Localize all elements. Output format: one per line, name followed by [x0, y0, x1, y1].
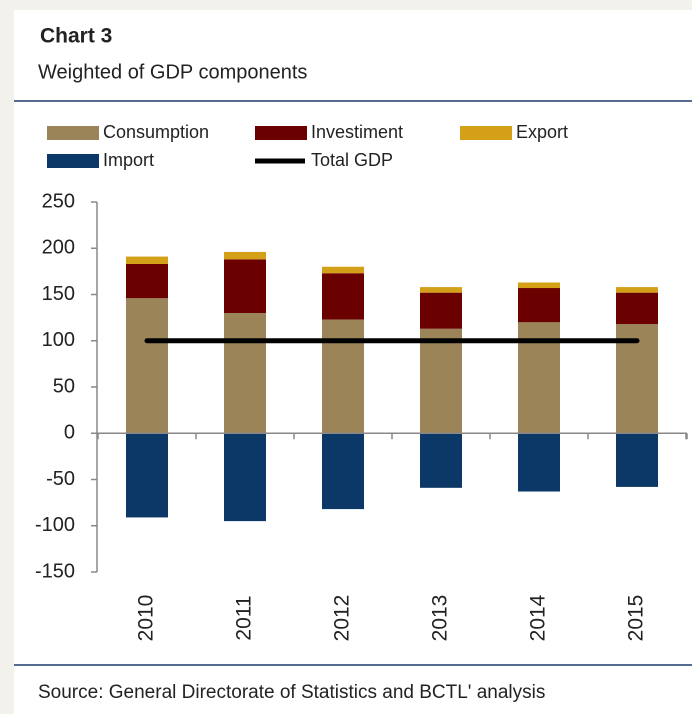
y-tick-label: -50: [46, 468, 75, 490]
y-tick-label: -150: [35, 560, 75, 582]
bar: [322, 433, 364, 510]
legend-label: Total GDP: [311, 150, 393, 170]
bar: [224, 313, 266, 434]
bar: [518, 282, 560, 289]
x-tick-label: 2014: [527, 594, 550, 641]
bar: [224, 433, 266, 522]
bar: [420, 287, 462, 293]
legend-label: Investiment: [311, 122, 403, 142]
bar: [420, 292, 462, 329]
y-tick-label: 150: [42, 283, 75, 305]
bar: [518, 433, 560, 492]
bar: [616, 433, 658, 487]
bar: [322, 319, 364, 434]
x-tick-label: 2012: [331, 595, 354, 642]
legend-label: Export: [516, 122, 568, 142]
bar: [322, 273, 364, 320]
bar: [126, 433, 168, 518]
x-tick-label: 2013: [429, 595, 452, 642]
y-tick-label: 250: [42, 190, 75, 212]
legend-label: Consumption: [103, 122, 209, 142]
chart-subtitle: Weighted of GDP components: [38, 61, 307, 83]
y-tick-label: 100: [42, 329, 75, 351]
source-note: Source: General Directorate of Statistic…: [38, 682, 545, 703]
chart-title: Chart 3: [40, 25, 112, 48]
bar: [518, 288, 560, 323]
y-tick-label: 50: [53, 375, 75, 397]
x-tick-label: 2010: [135, 595, 158, 642]
bar: [126, 263, 168, 299]
bar: [616, 292, 658, 325]
y-tick-label: 0: [64, 422, 75, 444]
bar: [420, 328, 462, 434]
legend-swatch: [255, 126, 307, 140]
bar: [616, 287, 658, 293]
legend-swatch: [47, 126, 99, 140]
x-tick-label: 2011: [233, 595, 256, 640]
y-tick-label: 200: [42, 237, 75, 259]
bar: [420, 433, 462, 488]
bar: [224, 251, 266, 260]
legend-swatch: [47, 154, 99, 168]
legend-label: Import: [103, 150, 154, 170]
bar: [224, 259, 266, 313]
legend-swatch: [460, 126, 512, 140]
bar: [126, 256, 168, 264]
x-tick-label: 2015: [625, 595, 648, 642]
bar: [322, 266, 364, 274]
bar: [126, 298, 168, 434]
y-tick-label: -100: [35, 514, 75, 536]
